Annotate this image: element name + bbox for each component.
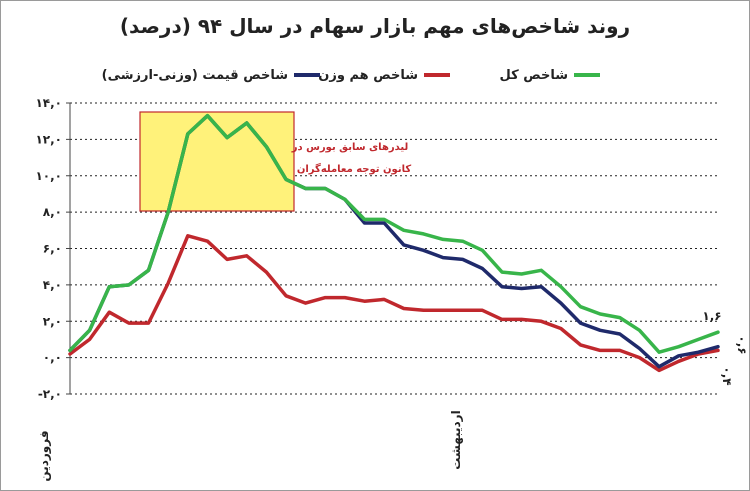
- chart-title: روند شاخص‌های مهم بازار سهام در سال ۹۴ (…: [119, 14, 631, 38]
- y-tick-label: ۲,۰: [43, 314, 62, 328]
- y-tick-label: ۱۲,۰: [35, 132, 62, 146]
- legend-label-equal-weight: شاخص هم وزن: [318, 67, 418, 83]
- end-label-equal-weight: ۰,۴: [720, 366, 734, 385]
- legend-item-price: شاخص قیمت (وزنی-ارزشی): [102, 64, 320, 86]
- legend-swatch-equal-weight: [424, 73, 450, 77]
- y-tick-label: ۴,۰: [43, 278, 62, 292]
- series-layer: [68, 113, 720, 373]
- x-category-farvardin: فروردین: [37, 430, 52, 481]
- series-line-equal-weight: [68, 234, 720, 373]
- end-label-price: ۰,۶: [735, 335, 749, 354]
- y-tick-label: -۲,۰: [38, 387, 62, 401]
- y-tick-label: ۱۴,۰: [35, 96, 62, 110]
- legend-item-total: شاخص کل: [500, 64, 600, 86]
- y-tick-layer: -۲,۰ ۰,۰ ۲,۰ ۴,۰ ۶,۰ ۸,۰ ۱۰,۰ ۱۲,۰ ۱۴,۰: [35, 96, 70, 401]
- series-line-total: [68, 113, 720, 354]
- chart-legend: شاخص کل شاخص هم وزن شاخص قیمت (وزنی-ارزش…: [0, 64, 750, 86]
- legend-swatch-total: [574, 73, 600, 77]
- y-tick-label: ۶,۰: [43, 242, 62, 256]
- x-category-ordibehesht: اردیبهشت: [449, 410, 463, 469]
- grid-layer: [70, 102, 718, 395]
- legend-swatch-price: [294, 73, 320, 77]
- legend-label-price: شاخص قیمت (وزنی-ارزشی): [101, 67, 288, 83]
- y-tick-label: ۸,۰: [43, 205, 62, 219]
- legend-item-equal-weight: شاخص هم وزن: [318, 64, 450, 86]
- annotation-text-line-1: لیدرهای سابق بورس در: [291, 142, 409, 153]
- legend-label-total: شاخص کل: [499, 67, 568, 83]
- end-label-total: ۱,۶: [702, 309, 721, 323]
- y-tick-label: ۱۰,۰: [35, 169, 62, 183]
- annotation-text-line-2: کانون توجه معامله‌گران: [297, 162, 412, 175]
- y-tick-label: ۰,۰: [43, 351, 62, 365]
